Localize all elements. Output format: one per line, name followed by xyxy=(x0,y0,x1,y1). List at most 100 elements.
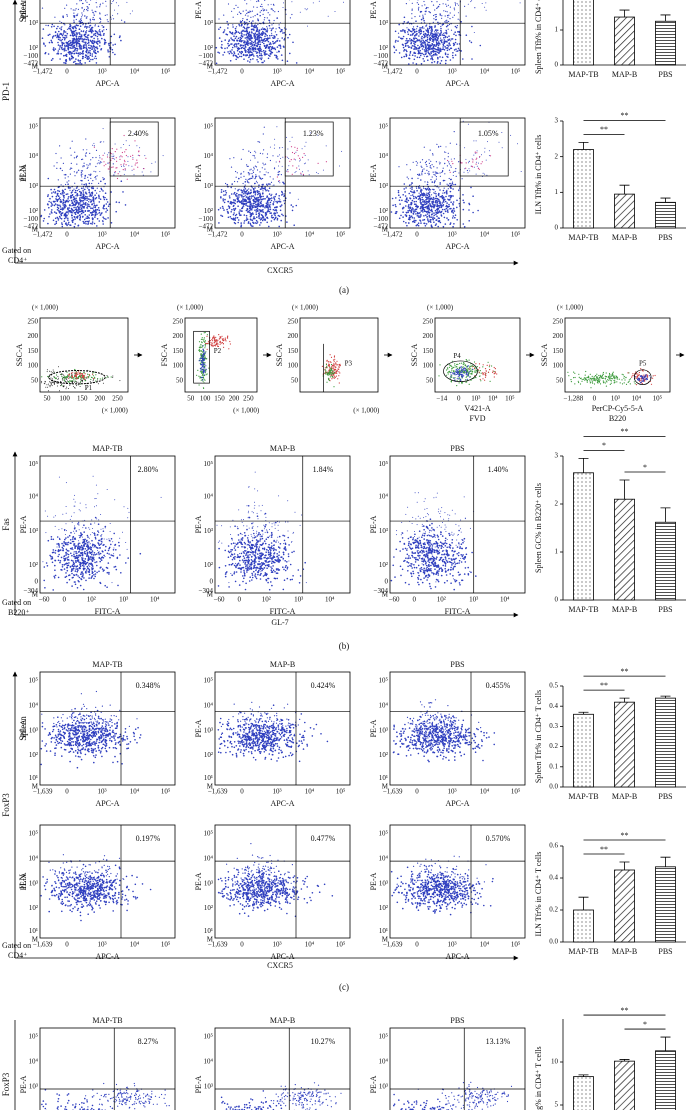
event-dot xyxy=(95,214,97,216)
event-dot xyxy=(403,56,405,58)
event-dot xyxy=(263,22,264,23)
event-dot xyxy=(76,172,77,173)
event-dot xyxy=(402,216,404,218)
event-dot xyxy=(411,18,412,19)
event-dot xyxy=(436,173,437,174)
event-dot xyxy=(94,145,95,146)
event-dot xyxy=(226,209,228,211)
event-dot xyxy=(74,31,76,33)
event-dot xyxy=(323,170,324,171)
event-dot xyxy=(100,583,102,585)
event-dot xyxy=(73,28,75,30)
y-tick-label: 10⁵ xyxy=(29,122,39,130)
event-dot xyxy=(87,223,89,225)
event-dot xyxy=(218,28,220,30)
event-dot xyxy=(65,205,67,207)
event-dot xyxy=(458,161,459,162)
event-dot xyxy=(241,203,243,205)
event-dot xyxy=(57,26,59,28)
event-dot xyxy=(139,147,140,148)
event-dot xyxy=(44,587,46,589)
event-dot xyxy=(245,179,246,180)
event-dot xyxy=(442,202,444,204)
event-dot xyxy=(417,207,419,209)
event-dot xyxy=(439,206,441,208)
event-dot xyxy=(248,50,249,51)
event-dot xyxy=(74,543,76,545)
event-dot xyxy=(83,149,84,150)
event-dot xyxy=(283,46,285,48)
event-dot xyxy=(255,194,257,196)
event-dot xyxy=(67,536,69,538)
event-dot xyxy=(66,542,68,544)
event-dot xyxy=(421,53,423,55)
event-dot xyxy=(269,212,271,214)
event-dot xyxy=(89,27,90,28)
event-dot xyxy=(413,210,415,212)
event-dot xyxy=(484,152,485,153)
event-dot xyxy=(463,223,465,225)
x-tick-label: 10⁵ xyxy=(336,68,346,76)
event-dot xyxy=(254,218,256,220)
event-dot xyxy=(414,55,416,57)
event-dot xyxy=(69,190,70,191)
event-dot xyxy=(411,210,413,212)
event-dot xyxy=(95,212,97,214)
event-dot xyxy=(428,192,430,194)
event-dot xyxy=(248,221,250,223)
event-dot xyxy=(73,568,75,570)
event-dot xyxy=(241,195,242,196)
event-dot xyxy=(81,20,82,21)
event-dot xyxy=(92,47,93,48)
event-dot xyxy=(429,35,431,37)
event-dot xyxy=(270,43,272,45)
event-dot xyxy=(254,36,255,37)
event-dot xyxy=(93,43,95,45)
event-dot xyxy=(71,192,73,194)
event-dot xyxy=(410,169,411,170)
event-dot xyxy=(66,553,68,555)
event-dot xyxy=(267,17,268,18)
event-dot xyxy=(251,178,252,179)
event-dot xyxy=(93,554,95,556)
event-dot xyxy=(235,5,236,6)
corner-label: M xyxy=(382,63,389,71)
event-dot xyxy=(438,41,440,43)
event-dot xyxy=(81,53,83,55)
event-dot xyxy=(74,33,75,34)
event-dot xyxy=(405,49,407,51)
event-dot xyxy=(432,39,434,41)
event-dot xyxy=(132,170,133,171)
event-dot xyxy=(123,144,124,145)
event-dot xyxy=(94,190,96,192)
event-dot xyxy=(252,25,254,27)
event-dot xyxy=(435,19,436,20)
event-dot xyxy=(70,224,72,226)
event-dot xyxy=(79,537,81,539)
event-dot xyxy=(84,539,86,541)
event-dot xyxy=(86,26,87,27)
event-dot xyxy=(113,549,115,551)
event-dot xyxy=(74,16,75,17)
event-dot xyxy=(250,52,252,54)
event-dot xyxy=(74,226,76,228)
event-dot xyxy=(115,144,116,145)
event-dot xyxy=(457,43,459,45)
event-dot xyxy=(426,164,427,165)
event-dot xyxy=(58,544,60,546)
event-dot xyxy=(76,32,78,34)
event-dot xyxy=(237,50,239,52)
event-dot xyxy=(248,151,249,152)
event-dot xyxy=(441,204,443,206)
event-dot xyxy=(68,562,70,564)
event-dot xyxy=(263,10,264,11)
event-dot xyxy=(118,5,119,6)
event-dot xyxy=(422,40,424,42)
event-dot xyxy=(395,213,397,215)
event-dot xyxy=(462,178,463,179)
event-dot xyxy=(87,188,88,189)
event-dot xyxy=(404,21,406,23)
event-dot xyxy=(82,3,83,4)
event-dot xyxy=(84,214,86,216)
event-dot xyxy=(62,203,64,205)
